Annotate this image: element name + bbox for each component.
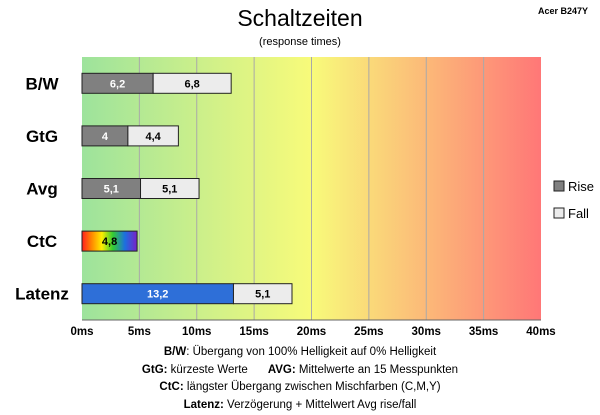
x-axis-ticks: 0ms 5ms 10ms 15ms 20ms 25ms 30ms 35ms 40ms	[70, 326, 555, 338]
tick-label: 30ms	[412, 326, 441, 338]
bar-fall-label: 6,8	[185, 78, 200, 90]
chart-notes: B/W: Übergang von 100% Helligkeit auf 0%…	[0, 344, 600, 414]
note-ctc-key: CtC:	[159, 381, 184, 393]
bar-rise	[81, 230, 138, 252]
bar-fall-label: 4,4	[145, 131, 161, 143]
tick-label: 35ms	[469, 326, 498, 338]
note-ctc: CtC: längster Übergang zwischen Mischfar…	[0, 379, 600, 397]
note-latenz-text: Verzögerung + Mittelwert Avg rise/fall	[223, 398, 417, 411]
tick-label: 40ms	[526, 326, 555, 338]
note-bw: B/W: Übergang von 100% Helligkeit auf 0%…	[0, 344, 600, 362]
response-time-chart: 6,2 6,8 4 4,4 5,1 5,1 4,8 13,2 5,1 B/W GtG Avg CtC L…	[15, 57, 594, 338]
bar-rise-label: 13,2	[147, 289, 168, 301]
tick-label: 20ms	[297, 326, 326, 338]
bar-fall	[140, 178, 200, 199]
note-gtg-key: GtG:	[141, 363, 168, 376]
bar-fall	[127, 125, 179, 147]
legend: Rise Fall	[553, 179, 594, 221]
tick-label: 15ms	[239, 326, 268, 338]
category-labels: B/W GtG Avg CtC Latenz	[15, 74, 69, 303]
tick-label: 5ms	[128, 326, 151, 338]
bar-fall-label: 5,1	[162, 184, 177, 196]
category-label: Avg	[26, 180, 58, 199]
legend-swatch	[553, 180, 565, 192]
category-label: Latenz	[15, 285, 69, 304]
tick-label: 25ms	[354, 326, 383, 338]
note-latenz: Latenz: Verzögerung + Mittelwert Avg ris…	[0, 397, 600, 415]
note-bw-text: : Übergang von 100% Helligkeit auf 0% He…	[186, 346, 437, 358]
category-label: CtC	[27, 232, 57, 251]
model-label: Acer B247Y	[537, 6, 588, 16]
bar-rise-label: 4	[102, 131, 109, 143]
category-label: GtG	[26, 127, 58, 146]
note-avg-key: AVG:	[267, 363, 296, 376]
note-bw-key: B/W	[163, 346, 187, 358]
note-ctc-text: längster Übergang zwischen Mischfarben (…	[183, 381, 441, 393]
bar-fall-label: 5,1	[255, 289, 270, 301]
chart-subtitle: (response times)	[259, 36, 341, 48]
note-avg-text: Mittelwerte an 15 Messpunkten	[295, 363, 459, 376]
bars: 6,2 6,8 4 4,4 5,1 5,1 4,8 13,2 5,1	[81, 72, 293, 305]
bar-fall	[152, 72, 232, 94]
tick-label: 0ms	[70, 326, 93, 338]
legend-label: Fall	[568, 206, 589, 221]
legend-swatch	[553, 207, 565, 219]
category-label: B/W	[25, 74, 59, 93]
note-gtg-avg: GtG: kürzeste Werte AVG: Mittelwerte an 1…	[0, 362, 600, 380]
tick-label: 10ms	[182, 326, 211, 338]
legend-label: Rise	[568, 179, 594, 194]
bar-fall	[232, 283, 293, 305]
note-latenz-key: Latenz:	[183, 398, 224, 411]
bar-rise-label: 6,2	[110, 78, 125, 90]
bar-rise-label: 5,1	[104, 184, 119, 196]
note-gtg-text: kürzeste Werte	[167, 363, 248, 376]
chart-title: Schaltzeiten	[237, 5, 363, 31]
bar-rise-label: 4,8	[102, 236, 117, 248]
